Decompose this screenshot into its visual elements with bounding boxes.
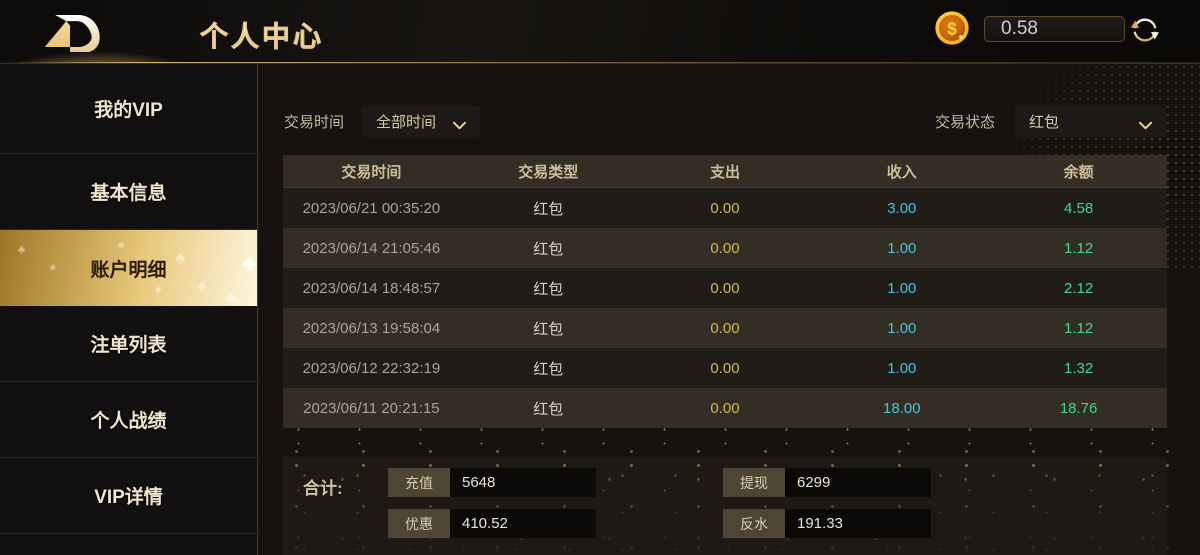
svg-text:$: $ xyxy=(947,19,957,38)
